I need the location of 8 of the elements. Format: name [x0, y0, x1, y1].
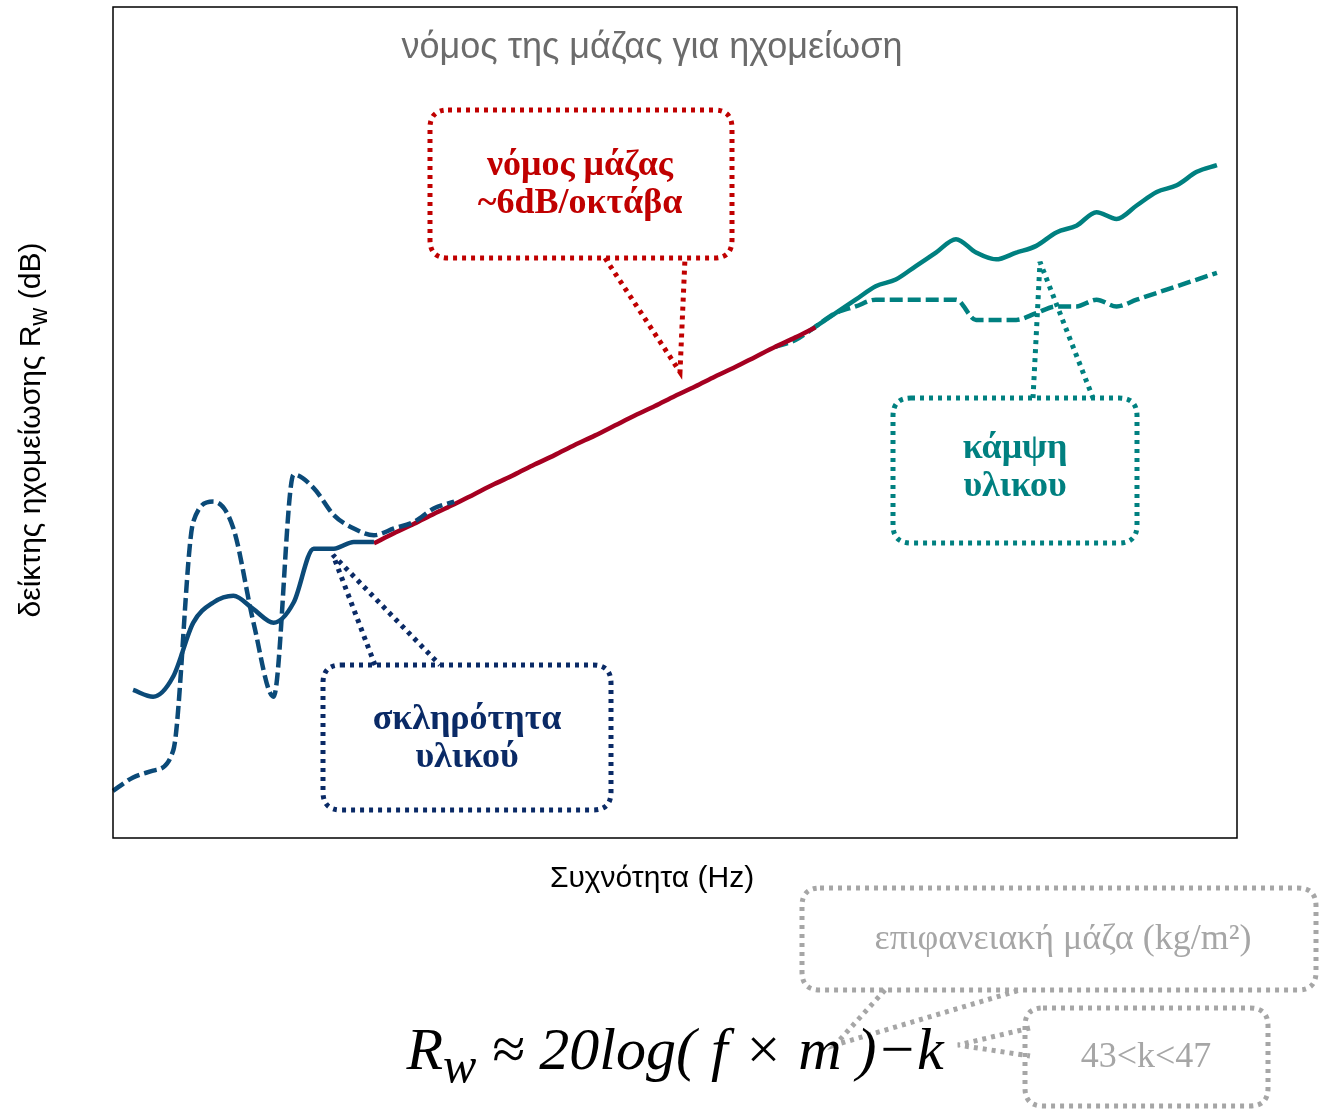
annotation: νόμος μάζας ~6dB/οκτάβα — [477, 143, 683, 221]
annotation: κάμψη υλικου — [962, 426, 1068, 504]
x-axis-title: Συχνότητα (Hz) — [549, 860, 755, 894]
text: R$_{w}$ ≈ 20log( f × m )−k — [406, 1016, 944, 1094]
text: 43<k<47 — [1080, 1035, 1212, 1076]
text: επιφανειακή μάζα (kg/m²) — [874, 917, 1252, 958]
annotation: σκληρότητα υλικού — [372, 697, 562, 775]
chart-title: νόμος της μάζας για ηχομείωση — [401, 24, 903, 66]
